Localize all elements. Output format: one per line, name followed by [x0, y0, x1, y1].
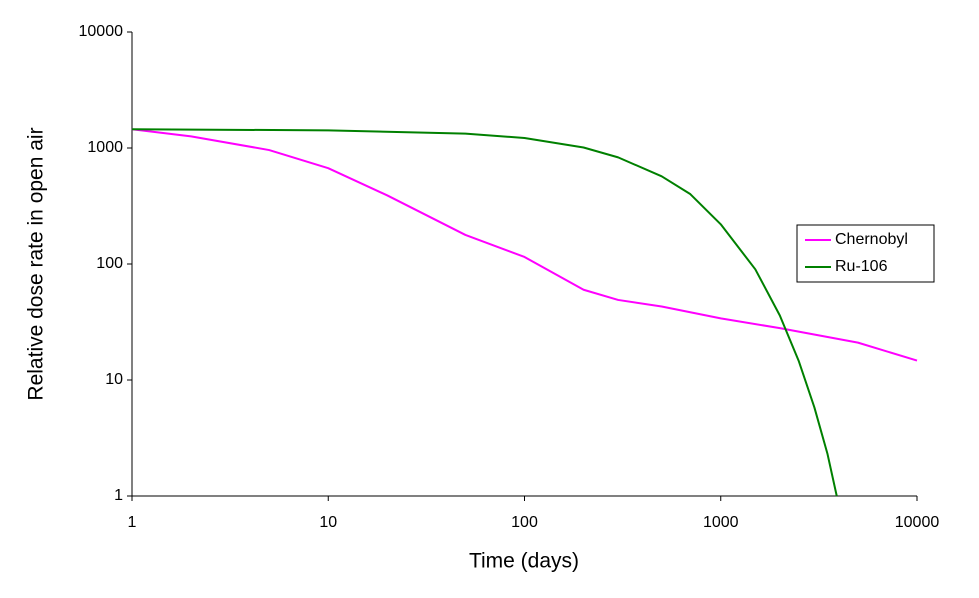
x-axis-title: Time (days)	[469, 550, 579, 573]
y-tick-label: 10000	[79, 23, 124, 40]
legend-label: Ru-106	[835, 258, 888, 275]
x-tick-label: 1000	[703, 514, 739, 531]
legend-label: Chernobyl	[835, 231, 908, 248]
y-axis-title: Relative dose rate in open air	[25, 127, 48, 400]
y-tick-label: 100	[96, 255, 123, 272]
line-series	[131, 128, 838, 497]
x-tick-label: 10000	[895, 514, 940, 531]
line-series	[131, 128, 918, 362]
y-tick-label: 10	[105, 371, 123, 388]
y-tick-label: 1000	[87, 139, 123, 156]
x-tick-label: 100	[511, 514, 538, 531]
x-tick-label: 1	[128, 514, 137, 531]
legend: Chernobyl Ru-106	[796, 224, 935, 283]
x-tick-label: 10	[319, 514, 337, 531]
legend-box	[796, 224, 935, 283]
y-tick-label: 1	[114, 487, 123, 504]
